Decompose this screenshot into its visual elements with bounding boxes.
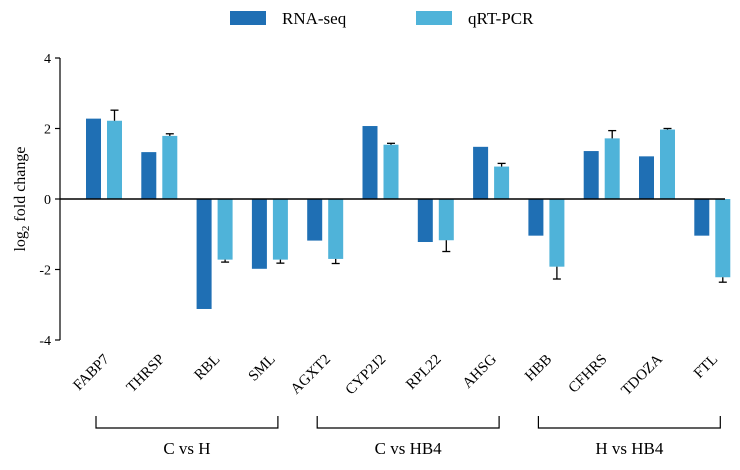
bar-rna-seq-tdoza [639, 156, 654, 199]
legend: RNA-seq qRT-PCR [230, 9, 534, 28]
bar-rna-seq-ahsg [473, 146, 489, 199]
bar-qrt-pcr-ftl [715, 199, 731, 278]
bar-rna-seq-fabp7 [86, 118, 101, 199]
y-tick-label: 0 [44, 193, 51, 208]
bar-qrt-pcr-rbl [217, 199, 233, 260]
bar-rna-seq-rpl22 [417, 199, 433, 243]
bar-rna-seq-cyp2j2 [362, 126, 378, 199]
y-tick-label: 2 [44, 123, 51, 138]
x-tick-labels: FABP7 THRSP RBL SML AGXT2 CYP2J2 RPL22 AHSG HBB C… [70, 351, 721, 399]
y-tick-label: -4 [39, 334, 51, 349]
bar-qrt-pcr-thrsp [162, 135, 178, 199]
x-tick-label-hbb: HBB [522, 352, 555, 385]
x-tick-label-sml: SML [246, 352, 279, 385]
group-bracket-1 [316, 416, 500, 429]
x-tick-label-cfhrs: CFHRS [566, 352, 611, 397]
x-tick-label-ahsg: AHSG [460, 351, 500, 391]
bar-qrt-pcr-agxt2 [328, 199, 344, 259]
bar-qrt-pcr-fabp7 [107, 120, 122, 199]
bars [86, 109, 731, 309]
y-axis: 4 2 0 -2 -4 [39, 52, 61, 349]
group-bracket-2 [537, 416, 721, 429]
legend-label-rna-seq: RNA-seq [282, 9, 347, 28]
bar-rna-seq-ftl [694, 199, 710, 236]
y-axis-label: log2 fold change [12, 146, 32, 251]
y-tick-label: 4 [44, 52, 51, 67]
bar-qrt-pcr-hbb [549, 199, 565, 267]
x-tick-label-tdoza: TDOZA [619, 351, 666, 398]
bar-rna-seq-agxt2 [307, 199, 323, 241]
x-tick-label-rbl: RBL [191, 352, 223, 384]
y-axis-label-base: log [12, 231, 29, 251]
group-label-0: C vs H [163, 439, 210, 458]
legend-label-qrt-pcr: qRT-PCR [468, 9, 534, 28]
bar-qrt-pcr-cyp2j2 [383, 144, 399, 199]
bar-rna-seq-sml [251, 199, 267, 269]
x-tick-label-ftl: FTL [691, 352, 721, 382]
x-tick-label-agxt2: AGXT2 [288, 352, 334, 398]
x-tick-label-rpl22: RPL22 [403, 352, 444, 393]
bar-qrt-pcr-sml [272, 199, 288, 260]
bar-qrt-pcr-ahsg [494, 166, 510, 199]
y-axis-label-subscript: 2 [20, 226, 32, 232]
x-tick-label-fabp7: FABP7 [70, 351, 113, 394]
y-axis-label-suffix: fold change [12, 146, 29, 225]
bar-rna-seq-rbl [196, 199, 212, 309]
group-bracket-0 [95, 416, 279, 429]
bar-rna-seq-thrsp [141, 152, 157, 199]
group-brackets: C vs H C vs HB4 H vs HB4 [95, 416, 721, 458]
legend-swatch-qrt-pcr [416, 11, 452, 25]
x-tick-label-thrsp: THRSP [124, 352, 168, 396]
y-tick-label: -2 [39, 264, 51, 279]
group-label-1: C vs HB4 [375, 439, 443, 458]
group-label-2: H vs HB4 [595, 439, 664, 458]
bar-qrt-pcr-tdoza [660, 129, 675, 199]
bar-rna-seq-hbb [528, 199, 544, 236]
legend-swatch-rna-seq [230, 11, 266, 25]
bar-rna-seq-cfhrs [583, 151, 599, 199]
bar-qrt-pcr-rpl22 [438, 199, 454, 241]
bar-qrt-pcr-cfhrs [604, 138, 620, 199]
x-tick-label-cyp2j2: CYP2J2 [343, 352, 390, 399]
